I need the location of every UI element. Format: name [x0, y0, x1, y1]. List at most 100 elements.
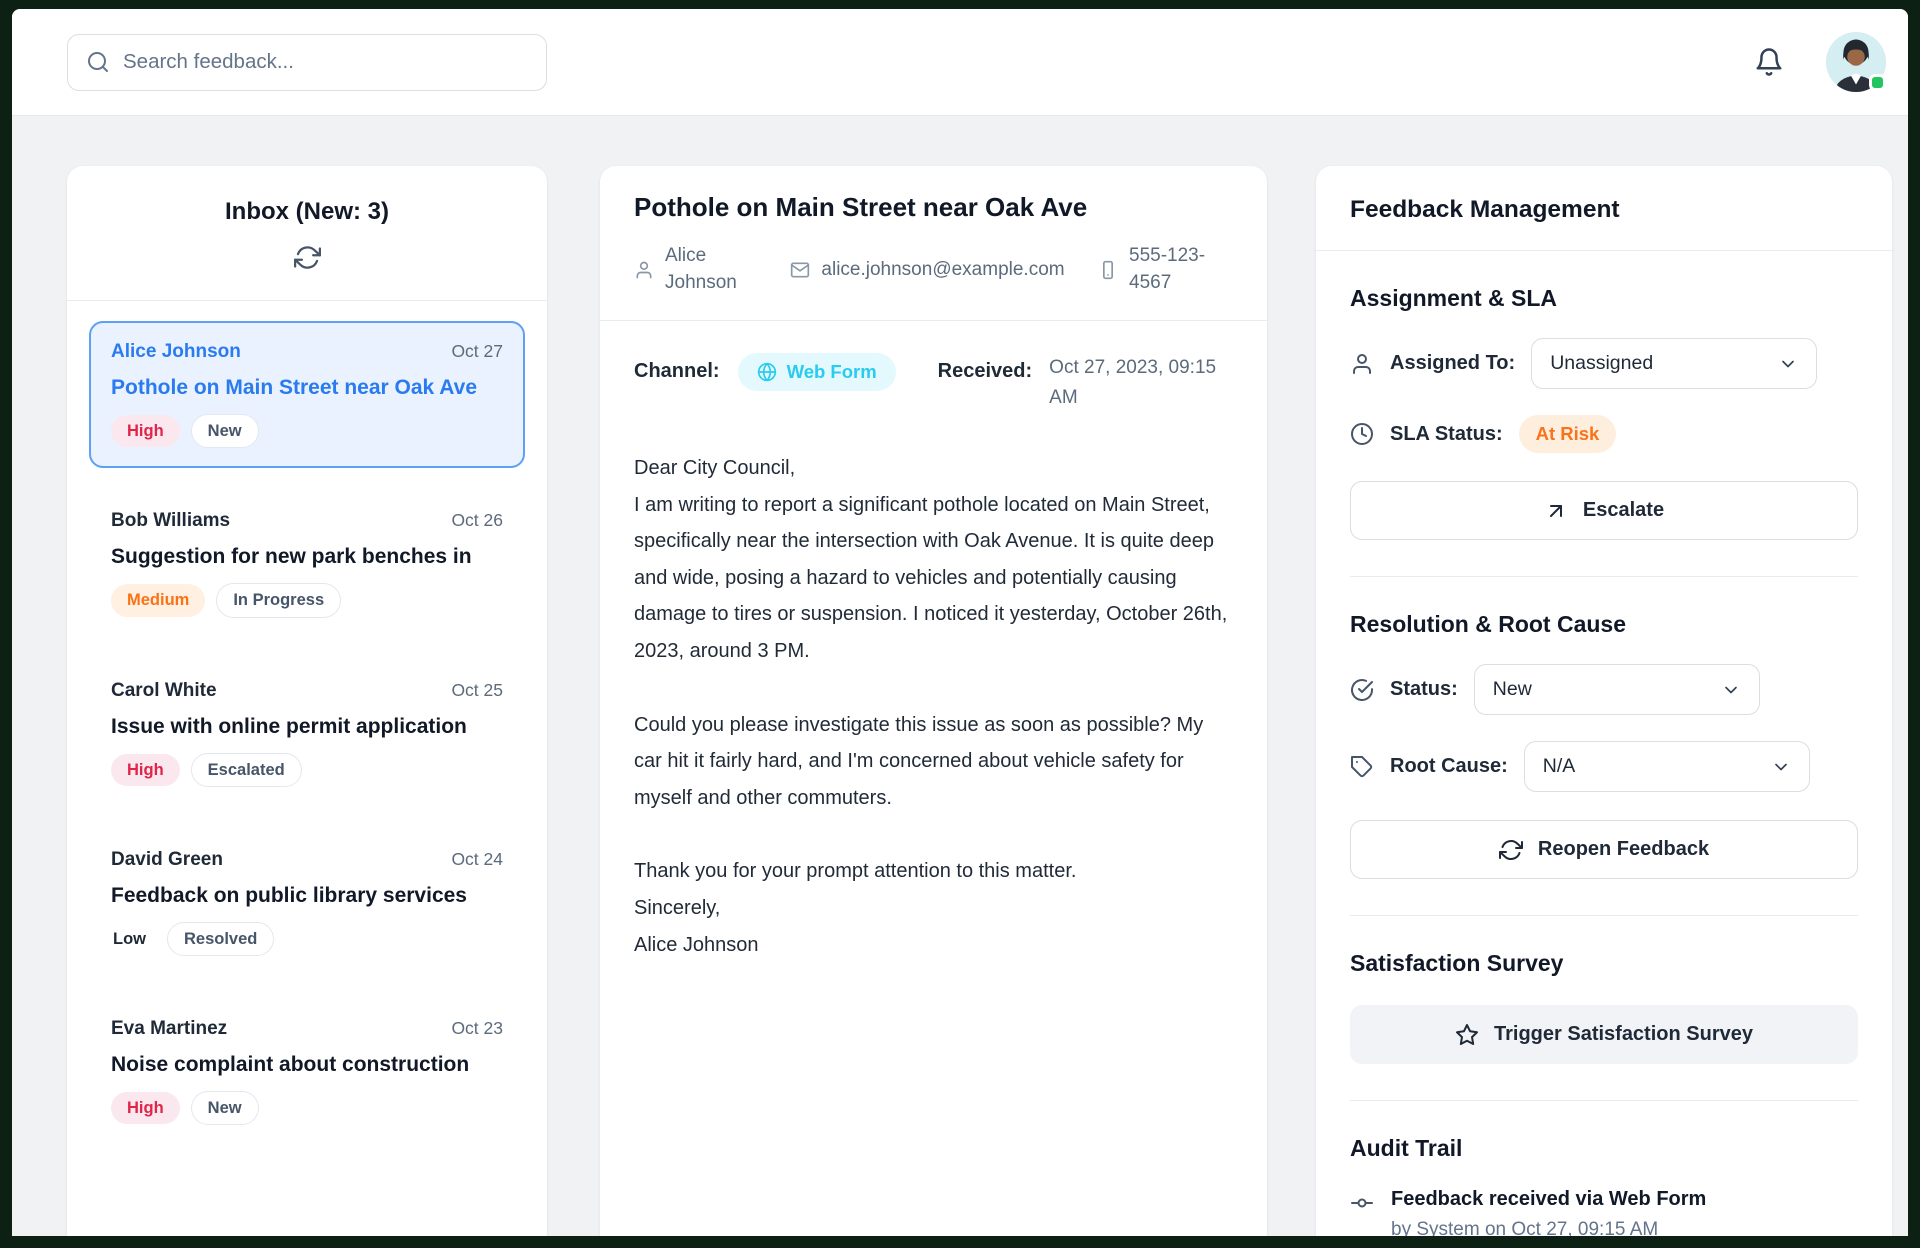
chevron-down-icon	[1782, 360, 1795, 367]
item-date: Oct 27	[451, 341, 503, 361]
inbox-item[interactable]: Carol White Oct 25 Issue with online per…	[89, 660, 525, 807]
chevron-down-icon	[1724, 686, 1737, 693]
refresh-icon	[1498, 839, 1523, 860]
satisfaction-survey-section: Satisfaction Survey Trigger Satisfaction…	[1316, 950, 1892, 1101]
inbox-panel: Inbox (New: 3) Alice Johnson Oct 27 Poth…	[67, 166, 547, 1236]
inbox-header: Inbox (New: 3)	[67, 166, 547, 276]
status-badge: Resolved	[167, 921, 275, 957]
check-circle-icon	[1351, 678, 1373, 701]
mail-icon	[791, 262, 810, 278]
globe-icon	[757, 363, 776, 382]
body-line: Sincerely,	[634, 897, 721, 919]
divider	[600, 320, 1267, 322]
priority-badge: Low	[113, 929, 146, 948]
sla-status-label: SLA Status:	[1390, 422, 1503, 445]
status-row: Status: New	[1350, 664, 1858, 715]
item-date: Oct 25	[451, 679, 503, 700]
item-sender: Alice Johnson	[111, 341, 241, 362]
channel-badge: Web Form	[737, 353, 896, 392]
assigned-to-label: Assigned To:	[1390, 352, 1516, 374]
inbox-item[interactable]: Alice Johnson Oct 27 Pothole on Main Str…	[89, 321, 525, 469]
inbox-item[interactable]: David Green Oct 24 Feedback on public li…	[89, 829, 525, 976]
channel-label: Channel:	[634, 360, 720, 383]
escalate-button[interactable]: Escalate	[1350, 481, 1858, 540]
audit-entry-meta: by System on Oct 27, 09:15 AM	[1391, 1219, 1659, 1236]
body-line: Alice Johnson	[634, 933, 759, 956]
refresh-inbox-button[interactable]	[293, 244, 321, 274]
chevron-down-icon	[1774, 763, 1787, 770]
status-select[interactable]: New	[1473, 664, 1760, 715]
search-input[interactable]	[123, 50, 528, 74]
body-line: Could you please investigate this issue …	[634, 713, 1204, 809]
body-line: I am writing to report a significant pot…	[634, 493, 1228, 663]
divider	[1350, 1100, 1858, 1101]
received-value: Oct 27, 2023, 09:15 AM	[1049, 357, 1217, 408]
status-label: Status:	[1390, 678, 1458, 700]
management-header: Feedback Management	[1316, 166, 1892, 250]
resolution-section: Resolution & Root Cause Status: New Root…	[1316, 611, 1892, 916]
item-date: Oct 24	[451, 848, 503, 869]
trigger-survey-button[interactable]: Trigger Satisfaction Survey	[1350, 1005, 1858, 1064]
reopen-feedback-button[interactable]: Reopen Feedback	[1350, 820, 1858, 879]
inbox-list: Alice Johnson Oct 27 Pothole on Main Str…	[67, 301, 547, 1145]
online-status-dot	[1869, 74, 1886, 91]
star-icon	[1456, 1023, 1478, 1045]
feedback-body: Dear City Council, I am writing to repor…	[634, 450, 1233, 963]
feedback-title: Pothole on Main Street near Oak Ave	[634, 192, 1088, 222]
item-subject: Issue with online permit application	[111, 714, 467, 738]
status-badge: In Progress	[216, 583, 342, 618]
topbar-actions	[1754, 32, 1886, 92]
refresh-icon	[293, 246, 321, 269]
body-line: Dear City Council,	[634, 457, 796, 480]
channel-row: Channel: Web Form Received: Oct 27, 2023…	[634, 353, 1233, 412]
item-subject: Noise complaint about construction	[111, 1053, 470, 1077]
status-badge: New	[190, 414, 259, 449]
search-box[interactable]	[67, 33, 547, 91]
priority-badge: High	[111, 753, 180, 786]
item-subject: Pothole on Main Street near Oak Ave	[111, 376, 478, 399]
priority-badge: High	[111, 415, 180, 448]
priority-badge: Medium	[111, 584, 206, 617]
survey-heading: Satisfaction Survey	[1350, 950, 1564, 976]
assigned-to-select[interactable]: Unassigned	[1531, 338, 1818, 389]
user-icon	[1353, 353, 1371, 374]
root-cause-select[interactable]: N/A	[1523, 741, 1810, 792]
item-sender: Carol White	[111, 679, 217, 701]
feedback-management-panel: Feedback Management Assignment & SLA Ass…	[1316, 166, 1892, 1236]
arrow-up-right-icon	[1549, 504, 1562, 517]
audit-entry: Feedback received via Web Form by System…	[1350, 1188, 1858, 1236]
root-cause-row: Root Cause: N/A	[1350, 741, 1858, 792]
item-sender: Bob Williams	[111, 510, 231, 532]
user-avatar[interactable]	[1826, 32, 1886, 92]
sender-meta-row: Alice Johnson alice.johnson@example.com …	[634, 243, 1233, 296]
clock-icon	[1351, 423, 1373, 445]
item-sender: David Green	[111, 848, 223, 870]
user-icon	[636, 261, 652, 278]
assignment-heading: Assignment & SLA	[1350, 285, 1558, 311]
inbox-item[interactable]: Eva Martinez Oct 23 Noise complaint abou…	[89, 998, 525, 1145]
status-badge: New	[190, 1091, 259, 1126]
git-commit-icon	[1351, 1198, 1373, 1208]
divider	[1350, 576, 1858, 577]
management-title: Feedback Management	[1350, 196, 1620, 223]
phone-icon	[1103, 260, 1113, 279]
item-subject: Feedback on public library services	[111, 883, 467, 907]
divider	[1350, 915, 1858, 916]
sender-phone: 555-123-4567	[1098, 243, 1233, 296]
audit-trail-section: Audit Trail Feedback received via Web Fo…	[1316, 1135, 1892, 1236]
inbox-item[interactable]: Bob Williams Oct 26 Suggestion for new p…	[89, 490, 525, 637]
sla-status-badge: At Risk	[1518, 415, 1617, 453]
notifications-button[interactable]	[1754, 47, 1784, 77]
feedback-detail-panel: Pothole on Main Street near Oak Ave Alic…	[600, 166, 1267, 1236]
priority-badge: High	[111, 1092, 180, 1125]
tag-icon	[1351, 755, 1373, 777]
app-window: Inbox (New: 3) Alice Johnson Oct 27 Poth…	[12, 9, 1908, 1236]
assigned-to-row: Assigned To: Unassigned	[1350, 338, 1858, 389]
sender-name: Alice Johnson	[634, 243, 757, 296]
item-subject: Suggestion for new park benches in	[111, 545, 472, 569]
search-icon	[88, 52, 108, 72]
body-line: Thank you for your prompt attention to t…	[634, 860, 1077, 883]
audit-entry-title: Feedback received via Web Form	[1391, 1188, 1707, 1210]
divider	[67, 300, 547, 301]
